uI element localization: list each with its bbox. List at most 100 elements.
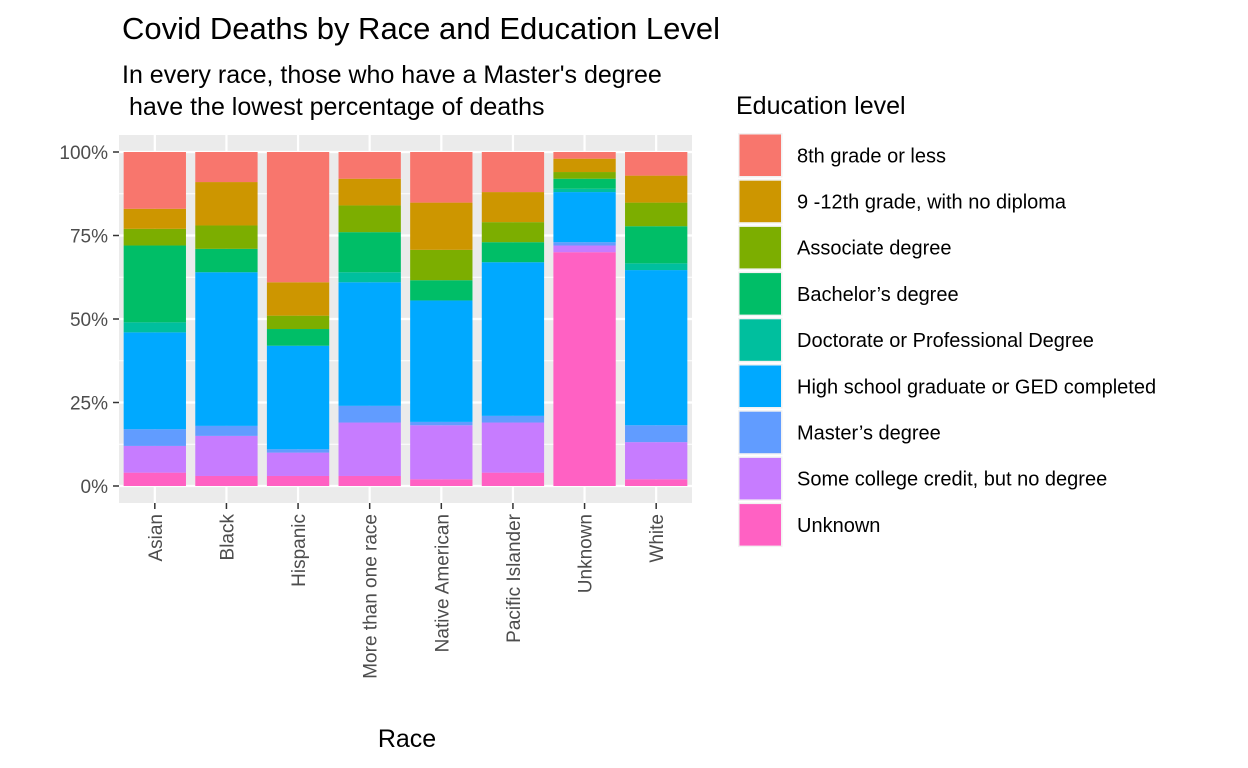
bar-segment xyxy=(123,332,186,430)
legend-label: Master’s degree xyxy=(797,422,941,444)
bar-segment xyxy=(625,226,688,264)
bar-segment xyxy=(338,205,401,233)
bar-segment xyxy=(338,282,401,406)
bar-segment xyxy=(195,475,258,486)
bar-segment xyxy=(481,242,545,263)
legend-swatch xyxy=(739,365,781,407)
bar-segment xyxy=(338,405,401,423)
x-tick-label: White xyxy=(647,514,668,563)
bar-segment xyxy=(195,182,258,226)
bar-segment xyxy=(266,449,330,453)
bar-segment xyxy=(481,152,545,193)
y-axis: 0% 25% 50% 75% 100% xyxy=(59,143,119,498)
x-tick-label: Asian xyxy=(146,514,167,562)
legend-swatch xyxy=(739,226,781,269)
bar-segment xyxy=(553,252,616,486)
bar-segment xyxy=(195,225,258,249)
bar-segment xyxy=(266,345,330,450)
legend-label: Unknown xyxy=(797,515,880,537)
bar-segment xyxy=(410,479,473,486)
bar-segment xyxy=(123,322,186,333)
bar-segment xyxy=(553,245,616,253)
y-tick-label: 25% xyxy=(70,394,108,415)
x-axis-title: Race xyxy=(378,725,436,753)
bar-segment xyxy=(266,152,330,283)
y-tick-label: 0% xyxy=(81,477,109,498)
legend-title: Education level xyxy=(736,92,906,120)
legend-label: High school graduate or GED completed xyxy=(797,376,1156,398)
x-tick-label: Hispanic xyxy=(289,514,310,587)
bar-segment xyxy=(625,425,688,443)
bar-segment xyxy=(195,272,258,426)
bar-segment xyxy=(410,425,473,480)
bar-segment xyxy=(481,422,545,473)
bar-segment xyxy=(625,263,688,271)
bar-segment xyxy=(338,272,401,283)
legend: 8th grade or less 9 -12th grade, with no … xyxy=(738,133,1156,548)
bar-segment xyxy=(410,202,473,250)
bar-segment xyxy=(123,245,186,323)
bar-segment xyxy=(481,472,545,486)
x-tick-label: Pacific Islander xyxy=(504,513,525,643)
legend-label: 8th grade or less xyxy=(797,145,946,167)
bar-segment xyxy=(553,178,616,189)
bar-segment xyxy=(481,415,545,423)
bar-segment xyxy=(338,232,401,273)
legend-swatch xyxy=(739,273,781,315)
x-axis: Asian Black Hispanic More than one race Nati… xyxy=(146,503,668,679)
bar-segment xyxy=(553,188,616,193)
bar-segment xyxy=(266,475,330,486)
bar-segment xyxy=(266,452,330,476)
legend-label: Associate degree xyxy=(797,238,952,260)
bar-segment xyxy=(481,262,545,416)
bar-segment xyxy=(338,152,401,179)
x-tick-label: Native American xyxy=(432,514,453,652)
bar-segment xyxy=(338,178,401,206)
x-tick-label: More than one race xyxy=(361,514,382,679)
bar-segment xyxy=(123,472,186,486)
chart-subtitle-line-2: have the lowest percentage of deaths xyxy=(122,93,545,121)
bar-segment xyxy=(338,422,401,476)
bar-segment xyxy=(195,152,258,183)
bar-segment xyxy=(481,222,545,243)
bar-segment xyxy=(195,248,258,273)
legend-swatch xyxy=(739,180,781,223)
bar-segment xyxy=(410,249,473,281)
bar-segment xyxy=(195,425,258,436)
bar-segment xyxy=(625,175,688,203)
bar-segment xyxy=(123,228,186,246)
bar-segment xyxy=(338,475,401,486)
bar-segment xyxy=(410,421,473,426)
bar-segment xyxy=(266,329,330,346)
bar-segment xyxy=(625,479,688,486)
bar-segment xyxy=(123,429,186,446)
bar-segment xyxy=(123,208,186,229)
bar-segment xyxy=(410,152,473,203)
legend-swatch xyxy=(739,504,781,546)
bar-segment xyxy=(266,315,330,330)
y-tick-label: 100% xyxy=(59,143,108,164)
bar-segment xyxy=(625,202,688,227)
legend-swatch xyxy=(739,319,781,361)
legend-swatch xyxy=(739,134,781,176)
bar-segment xyxy=(410,300,473,422)
chart-subtitle-line-1: In every race, those who have a Master's… xyxy=(122,61,662,89)
legend-label: Some college credit, but no degree xyxy=(797,469,1107,491)
legend-label: Bachelor’s degree xyxy=(797,284,959,306)
bar-segment xyxy=(553,152,616,159)
bar-segment xyxy=(195,435,258,476)
legend-label: Doctorate or Professional Degree xyxy=(797,330,1094,352)
bar-segment xyxy=(625,152,688,176)
bar-segment xyxy=(553,242,616,246)
y-tick-label: 75% xyxy=(70,227,108,248)
bar-segment xyxy=(553,172,616,179)
bar-segment xyxy=(123,152,186,209)
y-tick-label: 50% xyxy=(70,310,108,331)
bar-segment xyxy=(123,445,186,473)
bar-segment xyxy=(625,270,688,426)
bar-segment xyxy=(266,282,330,316)
bar-segment xyxy=(553,158,616,173)
bar-segment xyxy=(410,280,473,301)
legend-swatch xyxy=(739,411,781,454)
